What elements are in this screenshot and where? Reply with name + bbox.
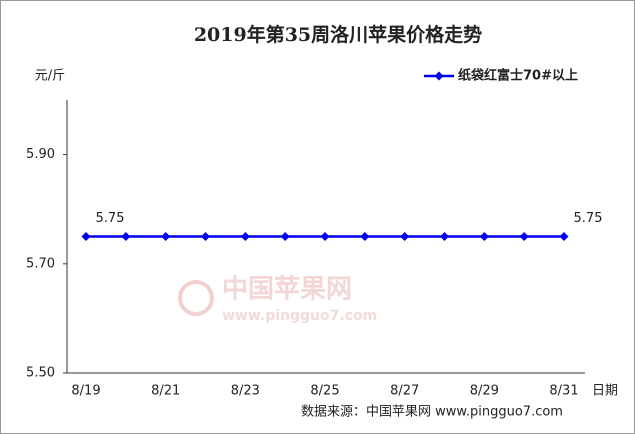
marker [360, 232, 370, 241]
data-label: 5.75 [96, 211, 125, 226]
marker [559, 232, 569, 241]
marker [240, 232, 250, 241]
marker [519, 232, 529, 241]
x-tick-label: 8/31 [549, 384, 578, 399]
marker [440, 232, 449, 241]
marker [81, 232, 91, 241]
y-tick-label: 5.50 [26, 366, 55, 381]
legend-label: 纸袋红富士70#以上 [458, 68, 578, 84]
watermark-logo [178, 280, 214, 316]
x-tick-label: 8/27 [390, 384, 419, 399]
source: 数据来源：中国苹果网 www.pingguo7.com [301, 405, 563, 420]
data-label: 5.75 [574, 211, 603, 226]
watermark: 中国苹果网 [222, 275, 352, 305]
y-tick-label: 5.90 [26, 147, 55, 162]
marker [280, 232, 290, 241]
x-tick-label: 8/23 [231, 384, 260, 399]
chart-title: 2019年第35周洛川苹果价格走势 [194, 23, 482, 46]
watermark-url: www.pingguo7.com [222, 308, 377, 324]
legend-marker [434, 71, 444, 81]
y-tick-label: 5.70 [26, 256, 55, 271]
marker [161, 232, 171, 241]
marker [479, 232, 489, 241]
x-axis-label: 日期 [592, 384, 618, 399]
marker [201, 232, 210, 241]
x-tick-label: 8/29 [470, 384, 499, 399]
marker [400, 232, 410, 241]
x-tick-label: 8/21 [151, 384, 180, 399]
marker [121, 232, 131, 241]
x-tick-label: 8/19 [71, 384, 100, 399]
y-axis-label: 元/斤 [35, 69, 65, 84]
marker [320, 232, 330, 241]
x-tick-label: 8/25 [310, 384, 339, 399]
